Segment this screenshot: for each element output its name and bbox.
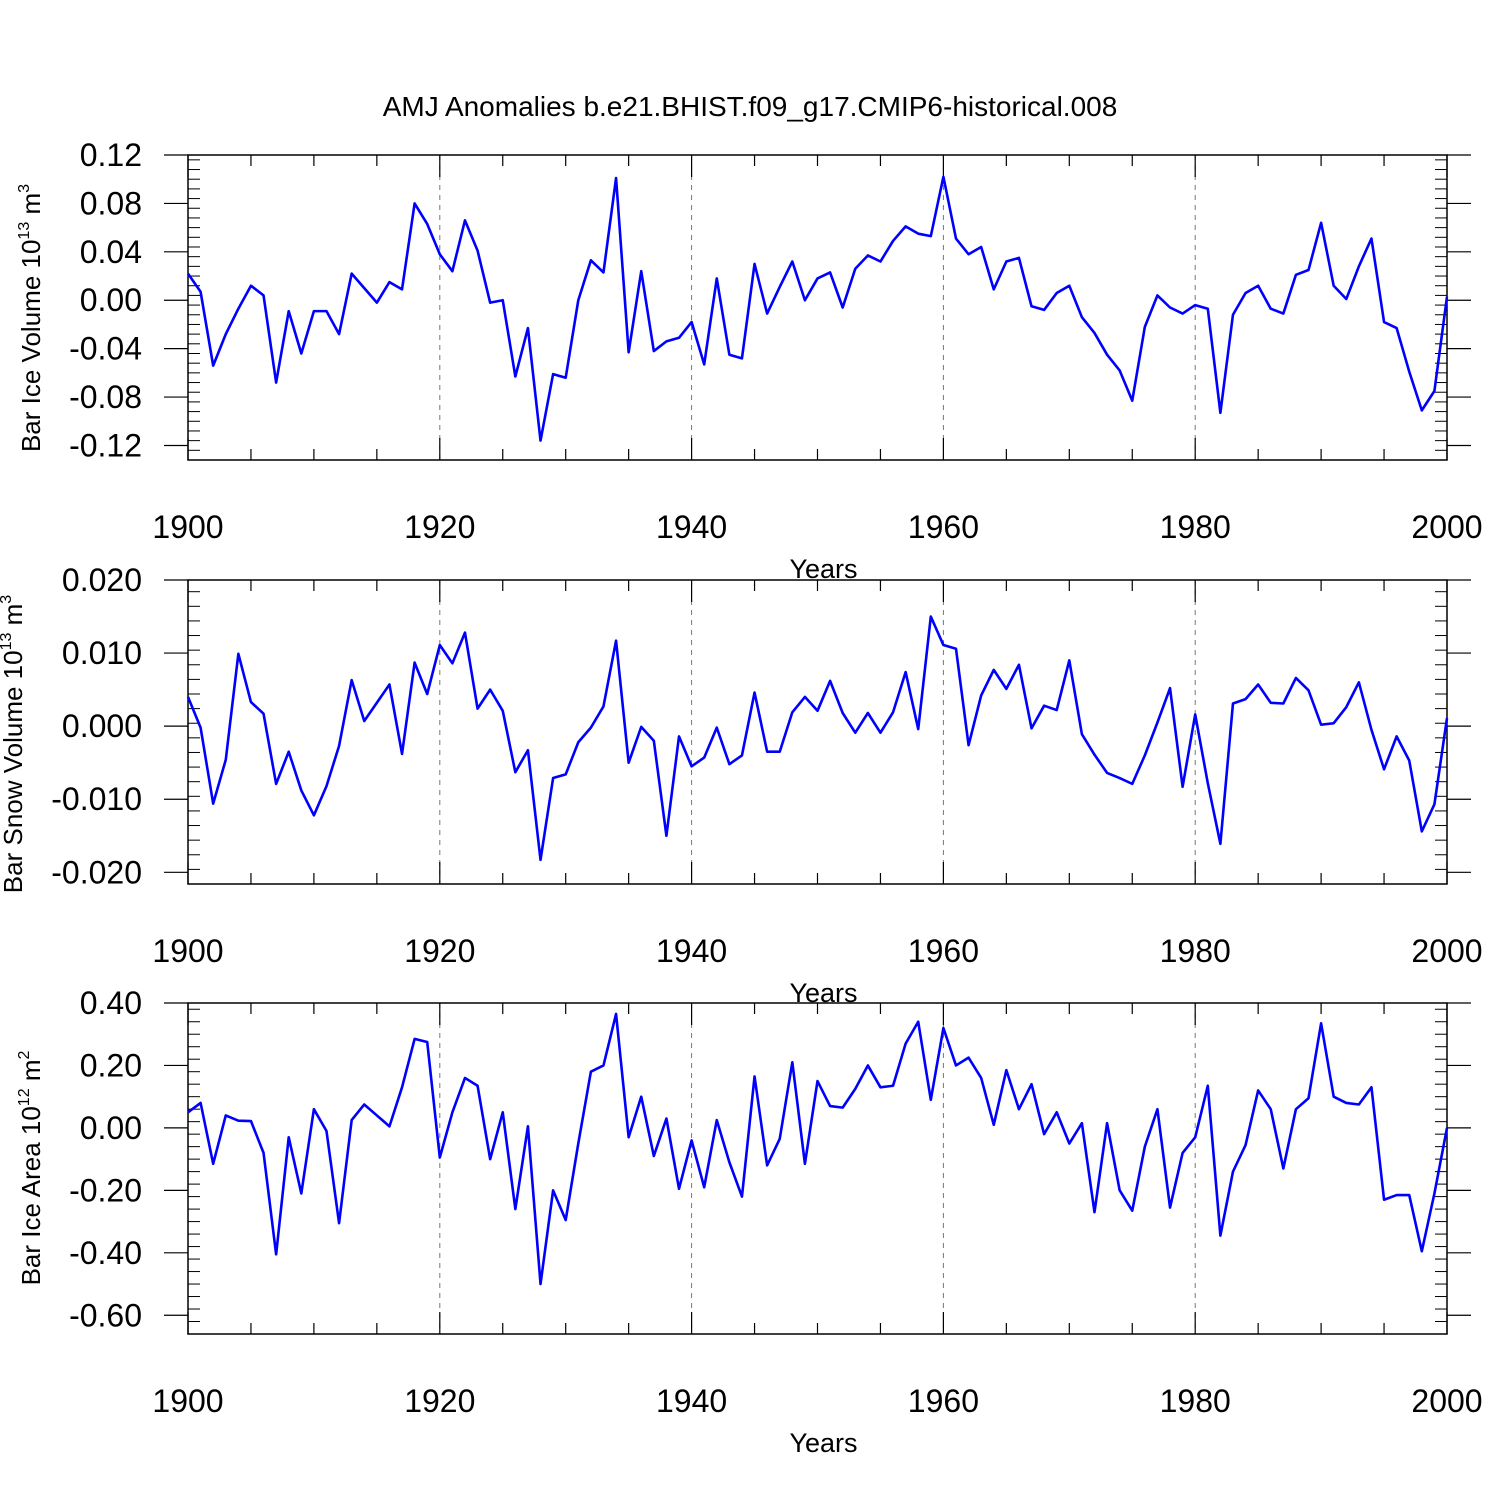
y-tick-label: 0.010	[62, 635, 142, 671]
y-tick-label: 0.04	[80, 234, 142, 270]
y-tick-label: -0.010	[51, 781, 142, 817]
y-tick-label: -0.020	[51, 854, 142, 890]
x-tick-label: 1920	[404, 1383, 475, 1419]
x-tick-label: 1900	[152, 509, 223, 545]
series-line	[186, 615, 1449, 862]
x-tick-label: 1940	[656, 1383, 727, 1419]
x-tick-label: 2000	[1411, 1383, 1482, 1419]
y-tick-label: 0.020	[62, 562, 142, 598]
y-tick-label: 0.00	[80, 282, 142, 318]
series-line	[186, 175, 1449, 442]
x-tick-label: 1940	[656, 509, 727, 545]
y-tick-label: 0.000	[62, 708, 142, 744]
x-tick-label: 1960	[908, 509, 979, 545]
y-axis-label: Bar Ice Volume 1013 m3	[16, 184, 46, 452]
chart-panel-2: 1900 1920 1940 1960 1980 2000Years0.0200.0100…	[0, 562, 1483, 1008]
y-tick-label: -0.60	[69, 1297, 142, 1333]
y-tick-label: 0.40	[80, 985, 142, 1021]
y-tick-label: 0.20	[80, 1047, 142, 1083]
y-tick-label: -0.04	[69, 331, 142, 367]
chart-panel-3: 1900 1920 1940 1960 1980 2000 Years 0.40 0.20 0.0…	[16, 985, 1483, 1458]
y-tick-label: 0.12	[80, 137, 142, 173]
x-tick-label: 1920	[404, 509, 475, 545]
y-tick-label: -0.12	[69, 427, 142, 463]
x-tick-label: 1980	[1160, 933, 1231, 969]
x-tick-label: 1900	[152, 1383, 223, 1419]
y-tick-label: -0.40	[69, 1235, 142, 1271]
plot-frame	[187, 154, 1448, 461]
y-tick-label: -0.20	[69, 1172, 142, 1208]
panels: 1900 1920 1940 1960 1980 2000 Years 0.12 0.08 0.0…	[0, 137, 1483, 1458]
x-tick-label: 1960	[908, 1383, 979, 1419]
y-tick-label: 0.08	[80, 185, 142, 221]
chart-panel-1: 1900 1920 1940 1960 1980 2000 Years 0.12 0.08 0.0…	[16, 137, 1483, 584]
y-tick-label: 0.00	[80, 1110, 142, 1146]
plot-frame	[187, 1002, 1448, 1335]
series-line	[187, 1012, 1449, 1286]
x-tick-label: 1920	[404, 933, 475, 969]
x-axis-label: Years	[789, 1428, 857, 1458]
x-tick-label: 2000	[1411, 509, 1482, 545]
x-tick-label: 1980	[1160, 1383, 1231, 1419]
x-tick-label: 1900	[152, 933, 223, 969]
x-axis-label: Years	[789, 554, 857, 584]
x-tick-label: 1980	[1160, 509, 1231, 545]
x-tick-label: 2000	[1411, 933, 1482, 969]
x-tick-label: 1940	[656, 933, 727, 969]
y-axis-label: Bar Ice Area 1012 m2	[16, 1050, 46, 1285]
figure-title: AMJ Anomalies b.e21.BHIST.f09_g17.CMIP6-…	[383, 91, 1118, 122]
y-tick-label: -0.08	[69, 379, 142, 415]
y-axis-label: Bar Snow Volume 1013 m3	[0, 595, 28, 894]
x-tick-label: 1960	[908, 933, 979, 969]
plot-frame	[187, 579, 1448, 885]
